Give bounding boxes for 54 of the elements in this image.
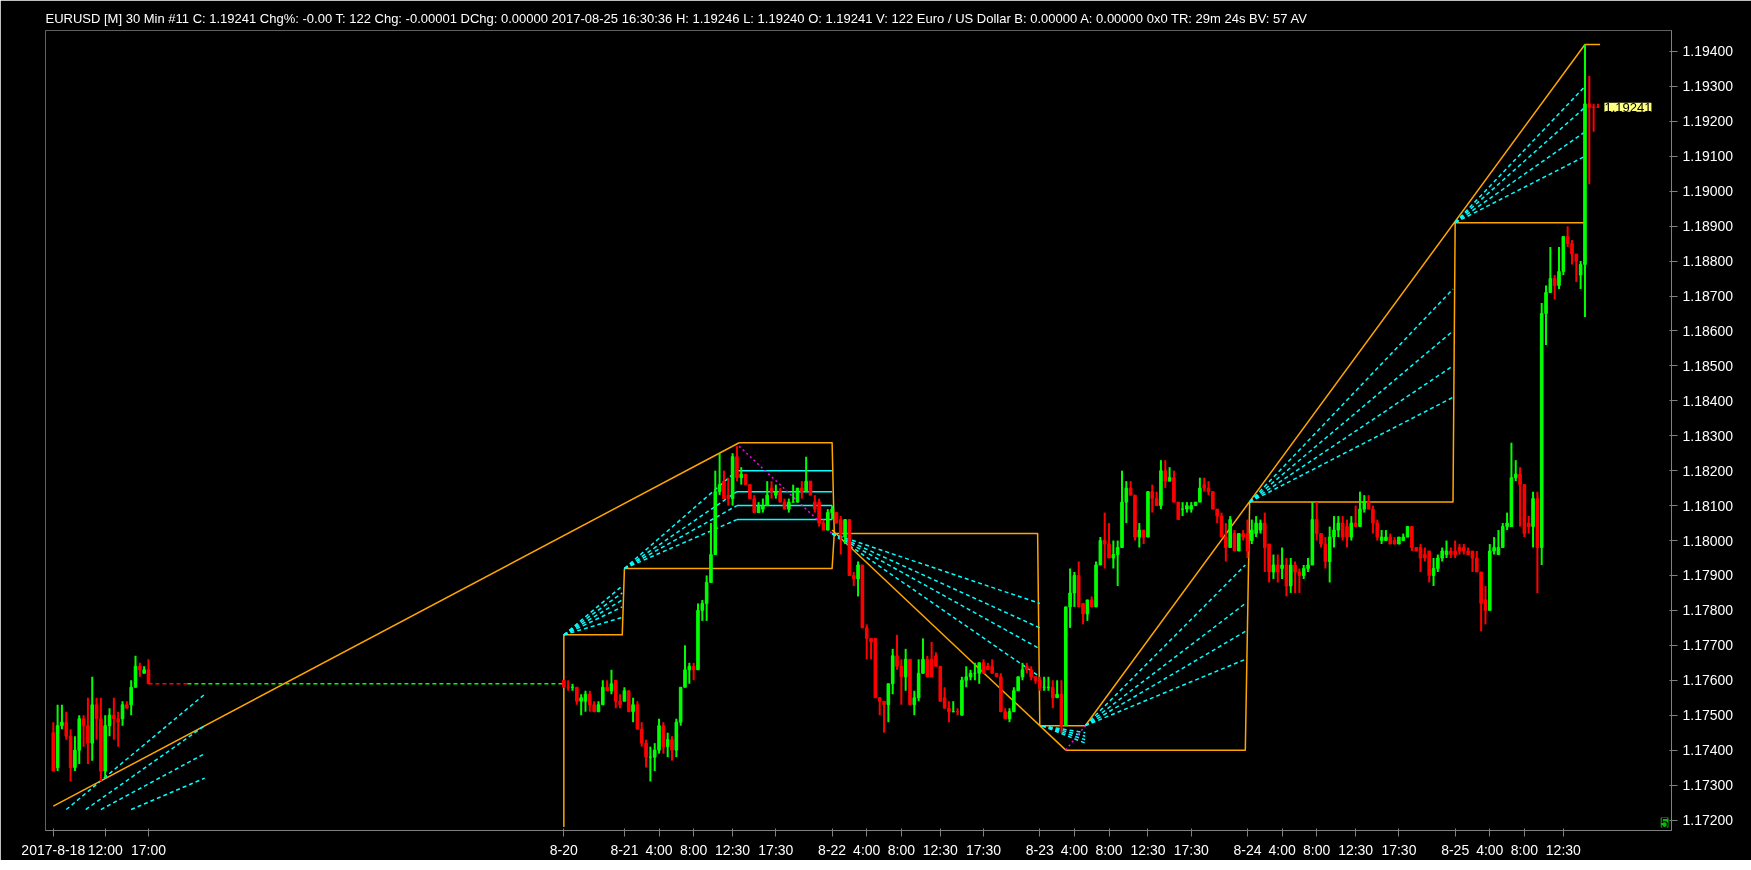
x-tick-label: 12:30 <box>715 841 751 858</box>
x-tick-label: 12:30 <box>1130 841 1166 858</box>
y-tick-label: 1.17300 <box>1682 777 1734 794</box>
x-tick-label: 8:00 <box>1303 841 1331 858</box>
x-tick-label: 8-20 <box>549 841 579 858</box>
y-tick-label: 1.18400 <box>1682 392 1734 409</box>
x-tick-label: 4:00 <box>645 841 673 858</box>
y-tick-label: 1.18100 <box>1682 497 1734 514</box>
x-tick-label: 8:00 <box>680 841 708 858</box>
y-tick-label: 1.17400 <box>1682 742 1734 759</box>
x-tick-label: 12:00 <box>87 841 123 858</box>
x-tick-label: 8:00 <box>1095 841 1123 858</box>
y-tick-label: 1.18800 <box>1682 253 1734 270</box>
y-tick-label: 1.18600 <box>1682 322 1734 339</box>
x-tick-label: 17:30 <box>758 841 794 858</box>
x-tick-label: 4:00 <box>853 841 881 858</box>
x-tick-label: 8-21 <box>610 841 639 858</box>
x-tick-label: 12:30 <box>922 841 959 858</box>
x-tick-label: 8-23 <box>1025 841 1055 858</box>
y-tick-label: 1.19100 <box>1682 148 1734 165</box>
y-tick-label: 1.18300 <box>1682 427 1734 444</box>
x-tick-label: 4:00 <box>1060 841 1089 858</box>
y-tick-label: 1.17700 <box>1682 637 1734 654</box>
y-tick-label: 1.18500 <box>1682 357 1734 374</box>
y-tick-label: 1.18200 <box>1682 462 1734 479</box>
y-tick-label: 1.17800 <box>1682 602 1734 619</box>
x-tick-label: 8-22 <box>818 841 847 858</box>
y-tick-label: 1.18700 <box>1682 288 1734 304</box>
x-tick-label: 17:30 <box>1381 841 1417 858</box>
annotation: 1.19241 <box>1604 99 1652 115</box>
y-tick-label: 1.19300 <box>1682 78 1734 95</box>
x-tick-label: 2017-8-18 <box>21 841 86 858</box>
x-tick-label: 17:30 <box>966 841 1002 858</box>
x-tick-label: 12:30 <box>1545 841 1582 858</box>
y-tick-label: 1.17600 <box>1682 672 1734 689</box>
x-tick-label: 17:00 <box>130 841 167 858</box>
x-tick-label: 8-24 <box>1233 841 1262 858</box>
x-tick-label: 8:00 <box>1510 841 1539 858</box>
x-tick-label: 12:30 <box>1338 841 1374 858</box>
y-tick-label: 1.19200 <box>1682 113 1734 130</box>
y-tick-label: 1.17900 <box>1682 567 1734 584</box>
y-tick-label: 1.17200 <box>1682 812 1734 829</box>
y-tick-label: 1.18900 <box>1682 218 1734 235</box>
y-tick-label: 1.18000 <box>1682 532 1734 549</box>
x-tick-label: 8-25 <box>1441 841 1470 858</box>
x-tick-label: 4:00 <box>1268 841 1296 858</box>
y-tick-label: 1.19400 <box>1682 43 1734 60</box>
chart-title: EURUSD [M] 30 Min #11 C: 1.19241 Chg%: -0.00 T: 122 Chg: -0.00001 DChg: 0.00000 2017-08-25 16:30:36 H: 1.19246 L: 1.19240 O: 1.19241 V: 122 Euro / US Dollar B: 0.00000 A: 0.00000 0x0 TR: 29m 24s BV: 57 AV <box>45 10 1308 26</box>
annotation: 5 <box>1660 814 1669 831</box>
x-tick-label: 17:30 <box>1173 841 1209 858</box>
y-tick-label: 1.17500 <box>1682 707 1734 724</box>
y-tick-label: 1.19000 <box>1682 183 1734 200</box>
x-tick-label: 4:00 <box>1476 841 1504 858</box>
x-tick-label: 8:00 <box>887 841 916 858</box>
